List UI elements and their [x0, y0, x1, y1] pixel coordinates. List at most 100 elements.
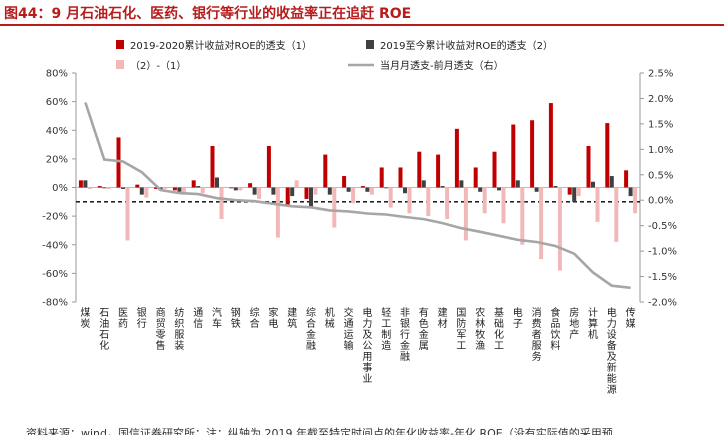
bar-series2: [384, 187, 389, 189]
bar-series2: [478, 187, 483, 192]
left-tick-label: 80%: [46, 69, 68, 80]
bar-series1: [304, 187, 309, 199]
bar-series2: [534, 187, 539, 192]
bar-series2: [83, 180, 88, 188]
bar-series2: [403, 187, 407, 194]
bar-series3: [388, 187, 393, 208]
category-label: 商贸零售: [156, 306, 166, 352]
bar-series3: [219, 187, 224, 219]
bar-series2: [196, 186, 201, 188]
bar-series1: [417, 151, 422, 188]
bar-series1: [154, 187, 159, 189]
category-label: 电子: [513, 306, 523, 330]
bar-series3: [614, 187, 619, 242]
bar-series1: [567, 187, 572, 195]
right-tick-label: 1.5%: [648, 119, 673, 130]
left-tick-label: 40%: [46, 126, 68, 137]
bar-series3: [106, 187, 111, 189]
bar-series2: [290, 187, 295, 197]
bar-series1: [360, 186, 365, 188]
bar-series3: [463, 187, 468, 241]
bar-series1: [210, 145, 215, 188]
source-note-bar: 资料来源：wind，国信证券研究所；注：纵轴为 2019 年截至特定时间点的年化…: [0, 424, 724, 435]
bar-series1: [172, 187, 177, 191]
bar-series2: [497, 187, 501, 191]
right-tick-label: -1.5%: [648, 272, 677, 283]
bar-series3: [501, 187, 506, 224]
bar-series2: [628, 187, 633, 197]
bar-series1: [624, 170, 629, 188]
bar-series1: [398, 167, 403, 188]
category-label: 银行: [137, 306, 147, 330]
bar-series3: [200, 187, 205, 194]
bar-series2: [177, 187, 182, 192]
category-label: 传媒: [626, 307, 636, 330]
category-label: 建材: [438, 306, 448, 330]
bar-series3: [181, 187, 186, 195]
category-label: 医药: [118, 307, 128, 330]
legend-swatch-series1: [116, 40, 124, 49]
bar-series3: [294, 180, 299, 188]
right-tick-label: 0.5%: [648, 170, 673, 181]
bar-series2: [121, 187, 125, 189]
legend-label: 2019至今累计收益对ROE的透支（2）: [380, 39, 553, 52]
category-label: 基础化工: [494, 306, 504, 352]
bar-series2: [139, 187, 144, 195]
right-tick-label: -1.0%: [648, 247, 677, 258]
left-tick-label: -80%: [42, 298, 68, 309]
left-tick-label: -20%: [42, 212, 68, 223]
bar-series3: [257, 187, 262, 199]
category-label: 交通运输: [344, 306, 354, 352]
right-tick-label: -0.5%: [648, 221, 677, 232]
category-label: 非银行金融: [400, 307, 410, 363]
bar-series3: [576, 187, 581, 197]
bar-series3: [369, 187, 374, 195]
left-tick-label: -60%: [42, 269, 68, 280]
bar-series2: [591, 181, 595, 188]
category-label: 建筑: [287, 306, 297, 330]
bar-series3: [520, 187, 525, 245]
category-label: 电力设备及新能源: [607, 306, 617, 396]
bar-series1: [116, 137, 121, 188]
bar-series3: [539, 187, 544, 260]
line-series4: [84, 102, 631, 290]
chart-title: 图44：9 月石油石化、医药、银行等行业的收益率正在追赶 ROE: [4, 6, 412, 22]
bar-series1: [78, 180, 83, 188]
bar-series3: [426, 187, 431, 217]
bar-series3: [275, 187, 280, 238]
category-label: 石油石化: [99, 308, 109, 352]
bar-series3: [238, 187, 243, 191]
category-label: 国防军工: [456, 307, 466, 352]
category-label: 机械: [325, 306, 335, 330]
legend-label: 当月月透支-前月透支（右）: [380, 59, 504, 72]
category-label: 家电: [268, 306, 278, 330]
category-label: 轻工制造: [381, 306, 391, 352]
bar-series1: [266, 145, 271, 188]
bar-series2: [572, 187, 577, 202]
category-label: 综合金融: [306, 306, 316, 352]
bar-series1: [436, 154, 441, 188]
bar-series1: [511, 124, 516, 188]
bar-series2: [215, 177, 219, 188]
bar-series2: [459, 180, 464, 188]
bar-series2: [440, 186, 445, 188]
bar-series2: [102, 187, 107, 189]
bar-series1: [548, 103, 553, 188]
bar-series2: [609, 176, 614, 188]
bar-series1: [323, 154, 328, 188]
left-tick-label: 60%: [46, 97, 68, 108]
bar-series3: [332, 187, 337, 228]
bar-series2: [252, 187, 257, 195]
bar-series1: [342, 176, 347, 188]
bar-series3: [87, 187, 92, 189]
bar-series2: [365, 187, 370, 192]
chart-title-bar: 图44：9 月石油石化、医药、银行等行业的收益率正在追赶 ROE: [0, 0, 724, 26]
bar-series3: [482, 187, 487, 214]
bar-series2: [271, 187, 276, 195]
bar-series3: [595, 187, 600, 222]
category-label: 汽车: [212, 306, 222, 330]
category-label: 房地产: [569, 306, 579, 341]
category-label: 钢铁: [231, 306, 241, 330]
category-label: 消费者服务: [532, 306, 542, 363]
category-label: 煤炭: [80, 306, 90, 330]
